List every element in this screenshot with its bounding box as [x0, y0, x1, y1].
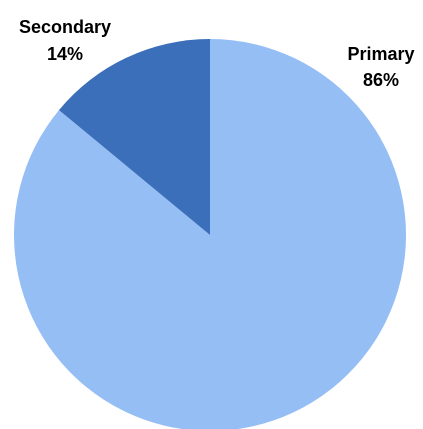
- slice-label-primary-value: 86%: [363, 70, 399, 90]
- pie-labels: Primary 86% Secondary 14%: [19, 17, 415, 90]
- pie-slices: [14, 39, 406, 429]
- pie-slice-secondary: [58, 39, 211, 235]
- slice-label-primary-name: Primary: [347, 44, 414, 64]
- slice-label-secondary-name: Secondary: [19, 17, 111, 37]
- pie-slice-primary: [14, 39, 406, 429]
- slice-label-secondary-value: 14%: [47, 44, 83, 64]
